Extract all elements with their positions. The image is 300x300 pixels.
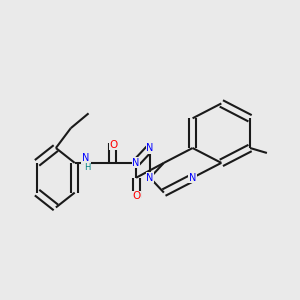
Text: N: N: [146, 173, 154, 183]
Text: O: O: [132, 191, 140, 201]
Text: O: O: [110, 140, 118, 150]
Text: N: N: [82, 153, 89, 164]
Text: N: N: [189, 173, 196, 183]
Text: H: H: [85, 163, 91, 172]
Text: N: N: [146, 143, 154, 153]
Text: N: N: [132, 158, 140, 168]
